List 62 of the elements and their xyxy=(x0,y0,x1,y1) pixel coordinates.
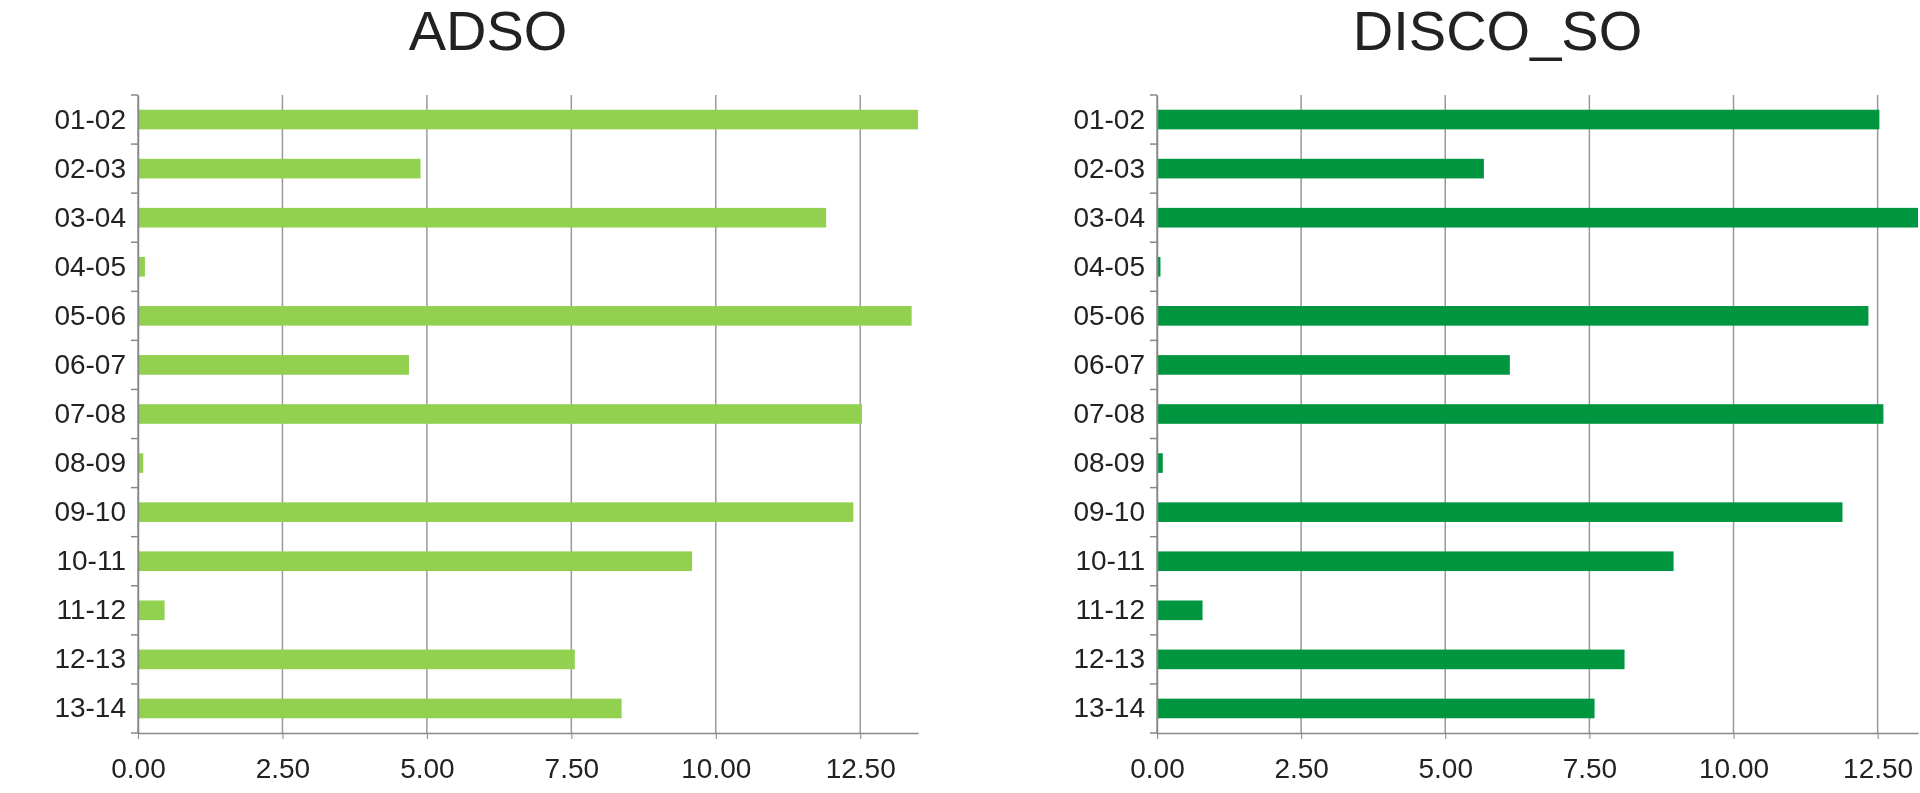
y-tick-label: 11-12 xyxy=(1075,594,1145,626)
y-tick-label: 07-08 xyxy=(1073,397,1145,429)
y-tick-label: 04-05 xyxy=(1073,250,1145,282)
bar xyxy=(138,698,622,719)
bar xyxy=(1157,600,1203,621)
bar xyxy=(1157,649,1625,670)
bar xyxy=(138,158,421,179)
x-tick-label: 5.00 xyxy=(400,753,455,785)
y-tick-label: 01-02 xyxy=(54,103,126,135)
x-tick-label: 0.00 xyxy=(1130,753,1185,785)
y-tick-label: 13-14 xyxy=(54,692,126,724)
bar xyxy=(1157,207,1918,228)
y-tick-label: 13-14 xyxy=(1073,692,1145,724)
y-tick-label: 03-04 xyxy=(1073,201,1145,233)
x-tick-label: 5.00 xyxy=(1418,753,1474,785)
y-tick-label: 09-10 xyxy=(54,496,126,528)
x-tick-label: 2.50 xyxy=(1274,753,1329,785)
x-tick-label: 10.00 xyxy=(681,753,752,785)
y-tick-label: 12-13 xyxy=(1073,643,1145,675)
y-tick-label: 06-07 xyxy=(1073,348,1145,380)
bar xyxy=(138,355,409,375)
y-tick-label: 07-08 xyxy=(54,397,126,429)
y-tick-label: 06-07 xyxy=(54,348,126,380)
bar xyxy=(1157,355,1510,375)
y-tick-label: 11-12 xyxy=(56,594,126,626)
x-tick-label: 10.00 xyxy=(1698,753,1770,785)
y-tick-label: 08-09 xyxy=(1073,447,1145,479)
y-tick-label: 10-11 xyxy=(56,545,126,577)
chart-title: ADSO xyxy=(408,0,568,62)
y-tick-label: 05-06 xyxy=(1073,299,1145,331)
bar xyxy=(1157,109,1880,130)
bar xyxy=(138,306,912,326)
bar xyxy=(138,207,827,228)
bar xyxy=(138,649,575,670)
bar xyxy=(138,404,862,424)
bar xyxy=(1157,158,1484,179)
x-tick-label: 7.50 xyxy=(544,753,600,785)
y-tick-label: 08-09 xyxy=(54,447,126,479)
bar xyxy=(1157,502,1843,522)
y-tick-label: 09-10 xyxy=(1073,496,1145,528)
x-tick-label: 12.50 xyxy=(825,753,896,785)
bar xyxy=(138,109,918,130)
x-tick-label: 0.00 xyxy=(111,753,166,785)
y-tick-label: 04-05 xyxy=(54,250,126,282)
y-tick-label: 02-03 xyxy=(1073,152,1145,184)
x-tick-label: 2.50 xyxy=(255,753,311,785)
bar xyxy=(1157,306,1869,326)
x-tick-label: 12.50 xyxy=(1843,753,1914,785)
y-tick-label: 12-13 xyxy=(54,643,126,675)
bar xyxy=(138,551,693,572)
chart-title: DISCO_SO xyxy=(1352,0,1643,62)
bar xyxy=(138,502,854,522)
x-tick-label: 7.50 xyxy=(1562,753,1618,785)
y-tick-label: 10-11 xyxy=(1075,545,1145,577)
bar xyxy=(138,600,165,621)
bar xyxy=(1157,698,1595,719)
bar xyxy=(1157,551,1674,572)
y-tick-label: 02-03 xyxy=(54,152,126,184)
bar xyxy=(1157,404,1884,424)
y-tick-label: 05-06 xyxy=(54,299,126,331)
y-tick-label: 03-04 xyxy=(54,201,126,233)
y-tick-label: 01-02 xyxy=(1073,103,1145,135)
